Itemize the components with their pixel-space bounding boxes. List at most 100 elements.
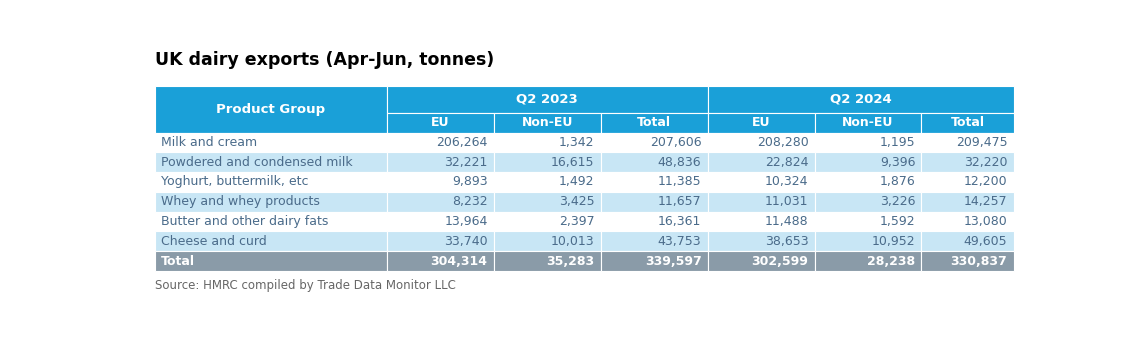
Text: Source: HMRC compiled by Trade Data Monitor LLC: Source: HMRC compiled by Trade Data Moni… — [155, 279, 456, 292]
Bar — [814, 232, 922, 251]
Bar — [387, 172, 494, 192]
Text: 32,221: 32,221 — [444, 156, 487, 169]
Text: UK dairy exports (Apr-Jun, tonnes): UK dairy exports (Apr-Jun, tonnes) — [155, 51, 494, 69]
Bar — [601, 132, 708, 152]
Text: 209,475: 209,475 — [956, 136, 1008, 149]
Bar — [494, 192, 601, 212]
Text: 208,280: 208,280 — [757, 136, 809, 149]
Text: 48,836: 48,836 — [658, 156, 701, 169]
Bar — [155, 251, 387, 271]
Bar — [387, 232, 494, 251]
Text: 11,031: 11,031 — [765, 195, 809, 208]
Text: 9,396: 9,396 — [880, 156, 915, 169]
Text: 43,753: 43,753 — [658, 235, 701, 248]
Text: Non-EU: Non-EU — [843, 116, 893, 129]
Text: 1,592: 1,592 — [880, 215, 915, 228]
Text: 32,220: 32,220 — [964, 156, 1008, 169]
Text: Product Group: Product Group — [216, 103, 326, 116]
Bar — [601, 172, 708, 192]
Text: 10,952: 10,952 — [872, 235, 915, 248]
Bar — [387, 132, 494, 152]
Bar — [922, 251, 1013, 271]
Bar — [814, 192, 922, 212]
Bar — [814, 172, 922, 192]
Bar — [494, 113, 601, 132]
Text: Total: Total — [161, 255, 195, 267]
Bar — [708, 113, 814, 132]
Text: 49,605: 49,605 — [964, 235, 1008, 248]
Text: Whey and whey products: Whey and whey products — [161, 195, 320, 208]
Bar — [494, 132, 601, 152]
Text: Cheese and curd: Cheese and curd — [161, 235, 267, 248]
Text: Total: Total — [950, 116, 984, 129]
Text: 1,195: 1,195 — [880, 136, 915, 149]
Text: Q2 2023: Q2 2023 — [517, 93, 578, 106]
Bar — [387, 212, 494, 232]
Text: 3,425: 3,425 — [559, 195, 595, 208]
Text: 11,657: 11,657 — [658, 195, 701, 208]
Bar — [814, 152, 922, 172]
Text: Yoghurt, buttermilk, etc: Yoghurt, buttermilk, etc — [161, 175, 308, 189]
Bar — [494, 172, 601, 192]
Text: 1,492: 1,492 — [559, 175, 595, 189]
Text: 11,385: 11,385 — [658, 175, 701, 189]
Text: 1,342: 1,342 — [559, 136, 595, 149]
Text: Butter and other dairy fats: Butter and other dairy fats — [161, 215, 328, 228]
Bar — [814, 251, 922, 271]
Text: 8,232: 8,232 — [452, 195, 487, 208]
Bar — [922, 172, 1013, 192]
Bar — [155, 192, 387, 212]
Bar — [708, 192, 814, 212]
Bar — [155, 132, 387, 152]
Bar — [387, 251, 494, 271]
Bar — [494, 251, 601, 271]
Text: Non-EU: Non-EU — [521, 116, 573, 129]
Bar — [708, 212, 814, 232]
Text: 304,314: 304,314 — [431, 255, 487, 267]
Bar — [708, 172, 814, 192]
Bar — [387, 152, 494, 172]
Bar — [922, 132, 1013, 152]
Bar — [814, 132, 922, 152]
Text: Milk and cream: Milk and cream — [161, 136, 257, 149]
Text: 3,226: 3,226 — [880, 195, 915, 208]
Bar — [387, 113, 494, 132]
Bar — [601, 152, 708, 172]
Text: Q2 2024: Q2 2024 — [830, 93, 891, 106]
Bar — [155, 152, 387, 172]
Bar — [708, 132, 814, 152]
Bar — [155, 172, 387, 192]
Text: 1,876: 1,876 — [880, 175, 915, 189]
Text: 28,238: 28,238 — [867, 255, 915, 267]
Text: 2,397: 2,397 — [559, 215, 595, 228]
Text: 16,615: 16,615 — [551, 156, 595, 169]
Bar — [814, 113, 922, 132]
Text: Total: Total — [637, 116, 671, 129]
Bar — [601, 232, 708, 251]
Bar — [494, 232, 601, 251]
Text: 33,740: 33,740 — [444, 235, 487, 248]
Text: 35,283: 35,283 — [546, 255, 595, 267]
Text: 10,324: 10,324 — [765, 175, 809, 189]
Bar — [814, 212, 922, 232]
Bar — [155, 232, 387, 251]
Text: 12,200: 12,200 — [964, 175, 1008, 189]
Bar — [708, 152, 814, 172]
Text: 14,257: 14,257 — [964, 195, 1008, 208]
Bar — [922, 212, 1013, 232]
Text: 206,264: 206,264 — [437, 136, 487, 149]
Text: 339,597: 339,597 — [645, 255, 701, 267]
Bar — [922, 152, 1013, 172]
Bar — [387, 192, 494, 212]
Text: 330,837: 330,837 — [951, 255, 1008, 267]
Text: 16,361: 16,361 — [658, 215, 701, 228]
Text: 13,080: 13,080 — [964, 215, 1008, 228]
Bar — [155, 86, 387, 132]
Bar — [922, 113, 1013, 132]
Bar — [387, 86, 708, 113]
Bar — [601, 212, 708, 232]
Bar — [922, 232, 1013, 251]
Bar — [708, 251, 814, 271]
Bar — [922, 192, 1013, 212]
Bar — [494, 152, 601, 172]
